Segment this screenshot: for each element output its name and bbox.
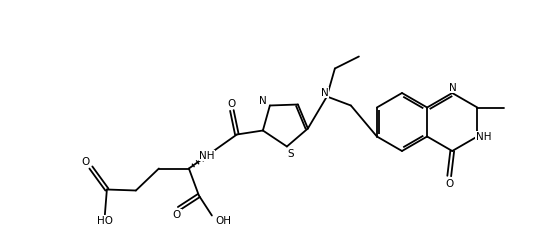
Text: O: O (173, 210, 181, 220)
Text: N: N (321, 88, 329, 98)
Text: OH: OH (215, 216, 231, 226)
Text: O: O (82, 157, 90, 167)
Text: HO: HO (97, 216, 113, 226)
Text: O: O (445, 178, 453, 188)
Text: S: S (288, 149, 294, 159)
Text: O: O (228, 99, 236, 109)
Text: N: N (259, 96, 267, 106)
Text: NH: NH (199, 151, 214, 161)
Text: NH: NH (476, 132, 491, 142)
Text: N: N (449, 83, 457, 93)
